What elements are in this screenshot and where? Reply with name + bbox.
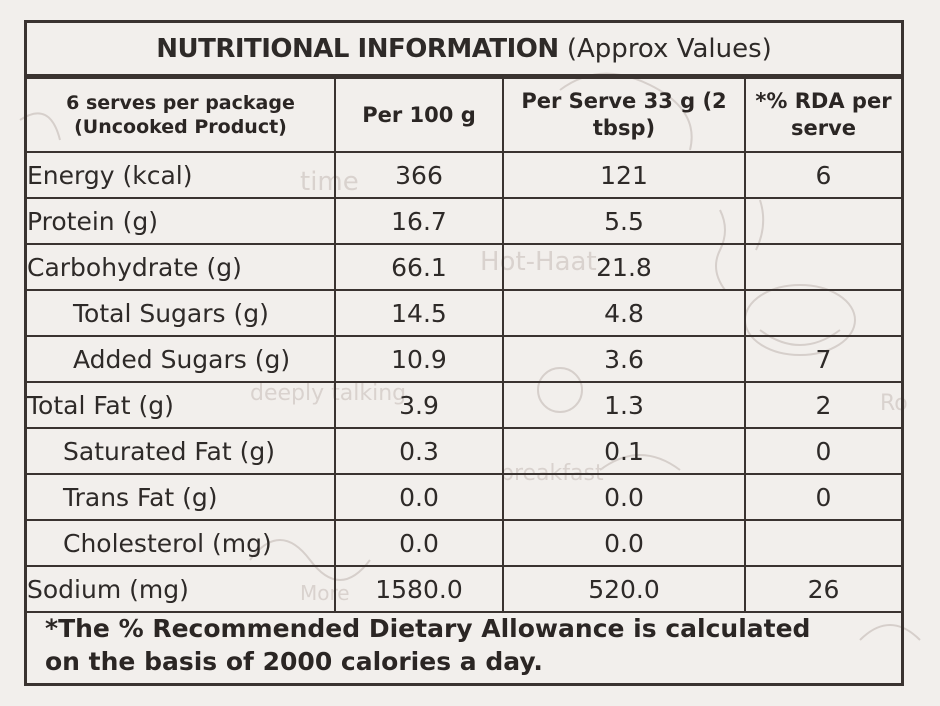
title-sub: (Approx Values) <box>566 33 772 64</box>
header-per-serve: Per Serve 33 g (2 tbsp) <box>502 77 746 153</box>
value-per-100g: 14.5 <box>334 289 504 337</box>
table-row: Cholesterol (mg) 0.0 0.0 <box>27 519 901 567</box>
nutrient-name: Cholesterol (mg) <box>27 519 336 567</box>
value-per-100g: 1580.0 <box>334 565 504 613</box>
label-title: NUTRITIONAL INFORMATION (Approx Values) <box>27 23 901 77</box>
nutrient-name: Total Sugars (g) <box>27 289 336 337</box>
value-per-serve: 0.0 <box>502 473 746 521</box>
value-rda: 6 <box>744 151 901 199</box>
table-row: Carbohydrate (g) 66.1 21.8 <box>27 243 901 291</box>
nutrient-name: Trans Fat (g) <box>27 473 336 521</box>
value-per-serve: 21.8 <box>502 243 746 291</box>
nutrition-label: NUTRITIONAL INFORMATION (Approx Values) … <box>24 20 904 686</box>
value-per-100g: 366 <box>334 151 504 199</box>
value-per-serve: 121 <box>502 151 746 199</box>
value-per-100g: 0.0 <box>334 519 504 567</box>
table-row: Total Fat (g) 3.9 1.3 2 <box>27 381 901 429</box>
value-rda: 7 <box>744 335 901 383</box>
value-per-serve: 5.5 <box>502 197 746 245</box>
value-per-serve: 0.1 <box>502 427 746 475</box>
nutrient-name: Carbohydrate (g) <box>27 243 336 291</box>
rda-footnote: *The % Recommended Dietary Allowance is … <box>27 604 901 683</box>
value-rda <box>744 519 901 567</box>
nutrient-name: Total Fat (g) <box>27 381 336 429</box>
footnote-line-2: on the basis of 2000 calories a day. <box>45 647 543 676</box>
value-per-100g: 16.7 <box>334 197 504 245</box>
nutrient-name: Saturated Fat (g) <box>27 427 336 475</box>
table-row: Energy (kcal) 366 121 6 <box>27 151 901 199</box>
nutrient-name: Added Sugars (g) <box>27 335 336 383</box>
value-per-serve: 520.0 <box>502 565 746 613</box>
value-rda <box>744 197 901 245</box>
value-per-100g: 0.3 <box>334 427 504 475</box>
value-per-serve: 4.8 <box>502 289 746 337</box>
value-per-100g: 66.1 <box>334 243 504 291</box>
title-main: NUTRITIONAL INFORMATION <box>156 33 559 64</box>
value-rda: 0 <box>744 427 901 475</box>
table-row: Saturated Fat (g) 0.3 0.1 0 <box>27 427 901 475</box>
value-rda: 2 <box>744 381 901 429</box>
value-rda <box>744 243 901 291</box>
value-per-serve: 0.0 <box>502 519 746 567</box>
table-row: Total Sugars (g) 14.5 4.8 <box>27 289 901 337</box>
table-row: Sodium (mg) 1580.0 520.0 26 <box>27 565 901 613</box>
footnote-line-1: *The % Recommended Dietary Allowance is … <box>45 614 811 643</box>
table-row: Protein (g) 16.7 5.5 <box>27 197 901 245</box>
value-rda: 0 <box>744 473 901 521</box>
nutrient-name: Sodium (mg) <box>27 565 336 613</box>
value-per-serve: 3.6 <box>502 335 746 383</box>
value-per-100g: 0.0 <box>334 473 504 521</box>
table-header-row: 6 serves per package (Uncooked Product) … <box>27 77 901 153</box>
nutrient-name: Energy (kcal) <box>27 151 336 199</box>
header-per-100g: Per 100 g <box>334 77 504 153</box>
nutrition-table: 6 serves per package (Uncooked Product) … <box>27 77 901 613</box>
header-rda: *% RDA per serve <box>744 77 901 153</box>
table-row: Trans Fat (g) 0.0 0.0 0 <box>27 473 901 521</box>
value-rda <box>744 289 901 337</box>
value-rda: 26 <box>744 565 901 613</box>
value-per-100g: 10.9 <box>334 335 504 383</box>
value-per-serve: 1.3 <box>502 381 746 429</box>
nutrient-name: Protein (g) <box>27 197 336 245</box>
value-per-100g: 3.9 <box>334 381 504 429</box>
header-serves: 6 serves per package (Uncooked Product) <box>27 77 336 153</box>
table-row: Added Sugars (g) 10.9 3.6 7 <box>27 335 901 383</box>
